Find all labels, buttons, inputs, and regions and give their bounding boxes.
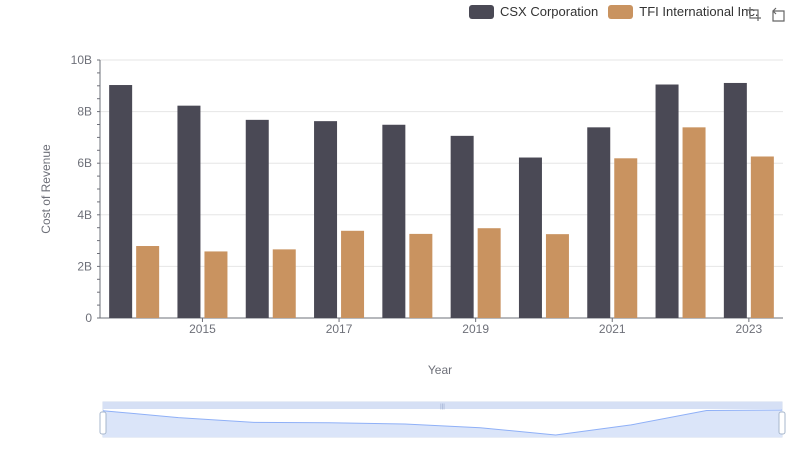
y-axis-label: Cost of Revenue [39,144,53,234]
zoom-selection-bar [103,402,782,409]
legend-label-csx: CSX Corporation [500,4,599,19]
bar-tfi-2015 [204,251,228,318]
bar-csx-2023 [723,82,747,318]
legend-swatch-csx [469,4,494,19]
bar-csx-2021 [587,127,611,318]
bar-csx-2014 [109,85,133,318]
bar-tfi-2021 [614,158,638,318]
zoom-select-icon[interactable] [746,6,762,22]
x-tick-label: 2015 [189,322,216,336]
zoom-handle-right[interactable] [778,411,786,435]
bars [109,82,774,319]
zoom-preview-area [103,410,782,437]
x-tick-label: 2017 [326,322,353,336]
y-tick-label: 8B [77,105,92,119]
legend-label-tfi: TFI International Inc. [639,4,759,19]
bar-tfi-2019 [477,228,501,318]
bar-csx-2020 [518,157,542,318]
bar-csx-2018 [382,124,406,319]
legend-item-csx[interactable]: CSX Corporation [469,4,598,19]
y-tick-label: 0 [85,311,92,325]
legend: CSX Corporation TFI International Inc. [469,4,759,19]
bar-tfi-2022 [682,127,706,318]
zoom-reset-icon[interactable] [770,6,786,22]
bar-csx-2022 [655,84,679,318]
grid-lines [100,59,783,267]
bar-csx-2017 [314,121,338,318]
y-tick-label: 10B [71,53,92,67]
zoom-handle-left[interactable] [99,411,107,435]
bar-tfi-2018 [409,233,433,318]
legend-item-tfi[interactable]: TFI International Inc. [608,4,759,19]
bar-tfi-2020 [545,234,569,318]
data-zoom-slider[interactable]: ||| [99,401,786,438]
y-tick-label: 6B [77,156,92,170]
zoom-move-handle-icon: ||| [440,404,445,410]
bar-csx-2016 [245,119,269,318]
zoom-preview-line [102,409,783,436]
x-tick-label: 2019 [462,322,489,336]
bar-tfi-2016 [272,249,296,318]
y-tick-label: 2B [77,259,92,273]
legend-swatch-tfi [608,4,634,19]
bar-tfi-2014 [136,246,160,318]
bar-tfi-2017 [341,230,365,318]
y-tick-label: 4B [77,208,92,222]
toolbox [746,6,786,22]
bar-csx-2019 [450,135,474,318]
x-tick-label: 2023 [735,322,762,336]
x-tick-label: 2021 [599,322,626,336]
bar-csx-2015 [177,105,201,318]
x-axis-label: Year [428,363,452,377]
bar-tfi-2023 [750,156,774,318]
